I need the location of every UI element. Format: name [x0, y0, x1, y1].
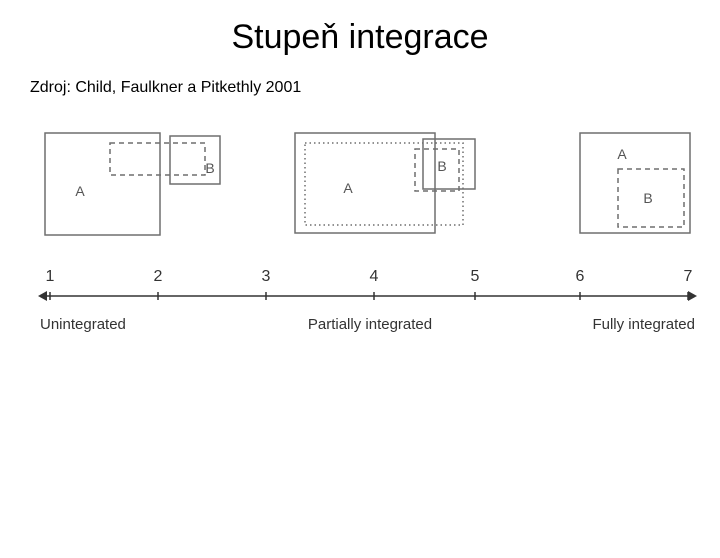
integration-diagram: A B A B A B 1 2 3 4 5 6 7 Unintegrated Partially integ…: [0, 121, 720, 381]
diagram-label: B: [205, 160, 214, 176]
axis-tick-label: 1: [46, 268, 55, 285]
diagram-box: [45, 133, 160, 235]
diagram-box: [295, 133, 435, 233]
source-citation: Zdroj: Child, Faulkner a Pitkethly 2001: [30, 79, 720, 97]
diagram-box: [110, 143, 205, 175]
axis-arrowhead: [688, 291, 697, 301]
diagram-label: B: [643, 190, 652, 206]
axis-tick-label: 5: [471, 268, 480, 285]
axis-arrowhead: [38, 291, 47, 301]
axis-caption: Fully integrated: [592, 316, 695, 333]
diagram-label: B: [437, 158, 446, 174]
axis-caption: Unintegrated: [40, 316, 126, 333]
page-title: Stupeň integrace: [0, 18, 720, 57]
axis-tick-label: 3: [262, 268, 271, 285]
diagram-box: [305, 143, 463, 225]
axis-caption: Partially integrated: [308, 316, 432, 333]
diagram-box: [423, 139, 475, 189]
axis-tick-label: 2: [154, 268, 163, 285]
diagram-box: [580, 133, 690, 233]
axis-tick-label: 6: [576, 268, 585, 285]
diagram-label: A: [617, 146, 627, 162]
axis-tick-label: 7: [684, 268, 693, 285]
diagram-label: A: [343, 180, 353, 196]
diagram-label: A: [75, 183, 85, 199]
axis-tick-label: 4: [370, 268, 379, 285]
